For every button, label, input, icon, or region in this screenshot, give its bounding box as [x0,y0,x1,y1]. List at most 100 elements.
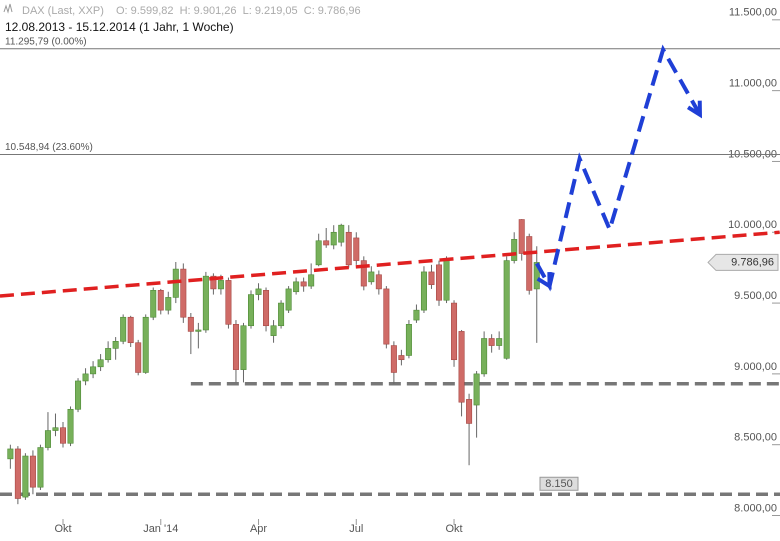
candle [97,354,104,372]
candle-body [7,448,14,460]
candle [270,320,277,343]
candle-body [293,281,300,293]
candle [82,368,89,386]
candle-body [435,264,442,301]
candle-body [97,359,104,368]
candle-body [428,271,435,285]
y-tick-label: 9.500,00 [734,290,777,302]
candle-body [67,408,74,444]
candle-body [59,427,66,444]
header: DAX (Last, XXP) O: 9.599,82 H: 9.901,26 … [3,3,361,34]
y-tick-label: 11.500,00 [729,7,777,19]
candle-body [323,240,330,246]
y-tick-label: 8.000,00 [734,502,777,514]
candle [488,334,495,353]
x-tick-label: Apr [250,523,267,535]
candle-body [240,325,247,370]
candle-body [420,271,427,311]
ohlc: O: 9.599,82 H: 9.901,26 L: 9.219,05 C: 9… [116,5,361,17]
candle [120,314,127,345]
candle [435,260,442,306]
candle [466,393,473,466]
candle-body [345,231,352,266]
y-tick-label: 10.000,00 [728,219,777,231]
candle-body [300,281,307,287]
candle-body [150,290,157,318]
candle-body [383,288,390,345]
candle-body [451,302,458,361]
candle-body [248,294,255,327]
last-price-label: 9.786,96 [731,256,774,268]
candle-body [458,331,465,403]
candle [135,339,142,376]
arrow-head [686,100,702,119]
candle [473,371,480,438]
candle-body [511,239,518,261]
candle-body [390,345,397,373]
y-tick-label: 8.500,00 [734,432,777,444]
candle [127,315,134,347]
candle [511,232,518,264]
candle [383,286,390,349]
candle [105,341,112,363]
candle-body [278,302,285,327]
candle [345,225,352,268]
x-tick-label: Okt [54,523,71,535]
candle [443,256,450,304]
candle [180,263,187,323]
candle [308,263,315,289]
candle-body [14,448,21,499]
candle [353,232,360,265]
last-price-box [707,253,779,271]
level-label: 11.295,79 (0.00%) [5,36,87,47]
candle-body [360,260,367,287]
candle [195,322,202,349]
candle [225,277,232,329]
candle-body [135,342,142,373]
candle-body [165,297,172,311]
candle [300,277,307,292]
candle-body [225,280,232,325]
candle [187,312,194,355]
support-label: 8.150 [545,478,573,490]
candle [375,270,382,295]
candle-body [127,316,134,344]
candle-body [22,455,29,498]
candle [330,225,337,250]
candle [37,444,44,491]
candle-body [413,309,420,321]
candle [293,277,300,295]
candle [165,291,172,315]
candle [150,287,157,321]
candle [90,361,97,379]
candle [413,304,420,323]
candle-body [270,325,277,336]
candle [278,300,285,329]
candle [526,233,533,295]
candle-body [82,373,89,382]
candle-body [180,268,187,318]
candle [420,266,427,313]
candle [481,331,488,377]
candle [202,271,209,333]
candle [503,256,510,360]
candle-body [496,338,503,346]
candle-body [285,288,292,311]
candle [44,412,51,451]
candle-body [112,341,119,349]
candle [496,331,503,350]
forecast-path [535,44,702,292]
candle-body [44,430,51,448]
candle [232,320,239,383]
candle [338,223,345,247]
candle-body [353,237,360,261]
x-tick-label: Okt [445,523,462,535]
candle-body [120,316,127,342]
candle [390,341,397,384]
candle-body [75,380,82,410]
candle-body [142,316,149,373]
candle-body [503,260,510,359]
candle [315,233,322,267]
